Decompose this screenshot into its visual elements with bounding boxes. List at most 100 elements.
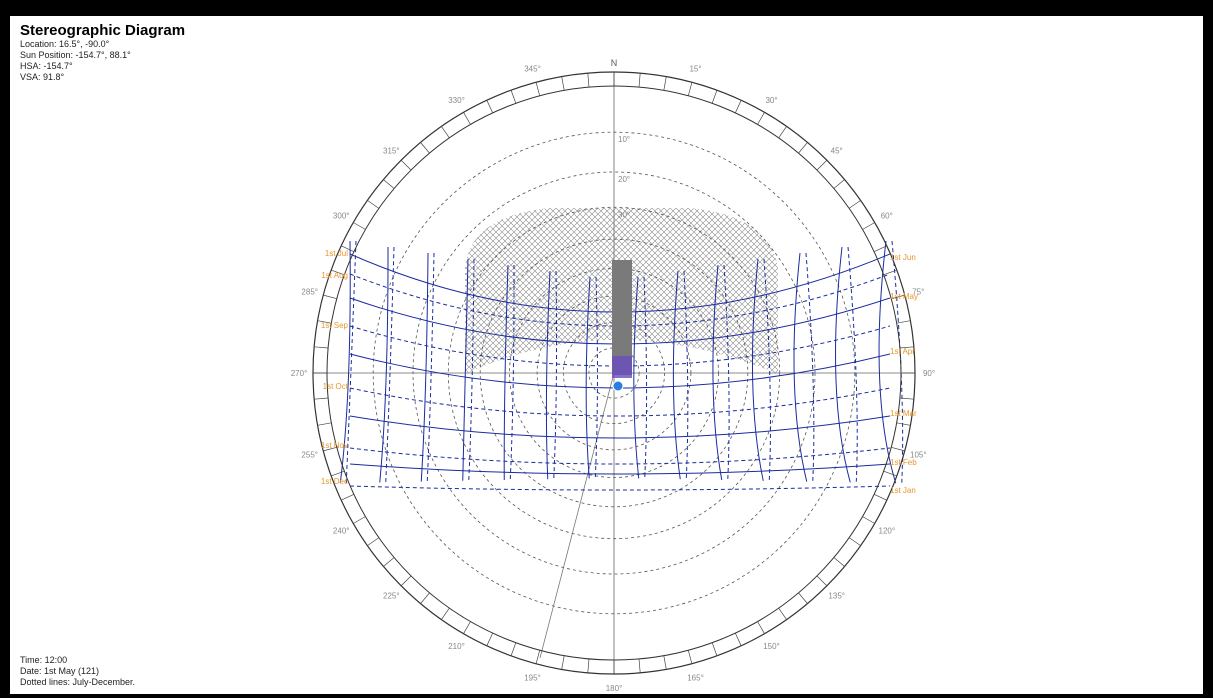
altitude-label: 10° [618, 135, 630, 144]
compass-tick [833, 179, 845, 189]
hour-line-dotted [468, 258, 475, 481]
compass-tick [899, 346, 914, 349]
hour-line [462, 258, 469, 481]
day-path-curve [349, 485, 891, 491]
date-label-right: 1st Feb [890, 458, 917, 467]
compass-tick [587, 73, 590, 88]
footer-panel: Time: 12:00 Date: 1st May (121) Dotted l… [20, 655, 135, 688]
date-text: Date: 1st May (121) [20, 666, 100, 676]
compass-tick [441, 607, 450, 620]
compass-tick [441, 126, 450, 139]
azimuth-label: 345° [524, 65, 541, 74]
hour-line [633, 276, 640, 479]
compass-tick [848, 537, 861, 546]
time-text: Time: 12:00 [20, 655, 68, 665]
compass-tick [587, 658, 590, 673]
hour-line [835, 246, 851, 483]
compass-tick [663, 655, 667, 670]
compass-tick [833, 557, 845, 567]
azimuth-label: 150° [763, 642, 780, 651]
compass-tick [711, 642, 718, 656]
azimuth-label: 75° [912, 288, 924, 297]
compass-tick [663, 76, 667, 91]
date-label-right: 1st Mar [890, 409, 917, 418]
north-label: N [611, 58, 618, 68]
sun-azimuth-line [539, 372, 615, 659]
compass-tick [778, 126, 787, 139]
date-label-left: 1st Oct [323, 382, 349, 391]
sun-marker [612, 380, 624, 392]
compass-tick [899, 397, 914, 400]
day-path-curve [349, 463, 891, 475]
hour-line [420, 252, 429, 482]
compass-tick [638, 658, 641, 673]
hour-line [878, 240, 897, 484]
azimuth-label: 240° [333, 527, 350, 536]
day-path-curve [349, 415, 891, 439]
compass-tick [463, 621, 471, 634]
compass-tick [323, 446, 337, 452]
diagram-title: Stereographic Diagram [20, 22, 186, 39]
compass-tick [798, 142, 808, 154]
obstruction-block [612, 260, 632, 392]
hsa-text: HSA: -154.7° [20, 61, 73, 71]
vsa-text: VSA: 91.8° [20, 72, 65, 82]
azimuth-label: 210° [448, 642, 465, 651]
hour-line-dotted [345, 240, 357, 484]
date-label-left: 1st Jul [325, 249, 348, 258]
compass-tick [883, 470, 897, 477]
compass-tick [331, 269, 345, 276]
hour-line [712, 264, 723, 481]
azimuth-label: 90° [923, 369, 935, 378]
obstruction-bar [612, 260, 632, 375]
compass-tick [317, 320, 332, 324]
day-path-curve [349, 447, 891, 465]
compass-tick [353, 516, 366, 524]
hour-line-dotted [553, 270, 558, 480]
date-labels: 1st Jul 1st Aug 1st Sep 1st Oct 1st Nov 1st D… [321, 249, 918, 495]
compass-tick [510, 90, 517, 104]
date-label-left: 1st Sep [321, 321, 349, 330]
compass-tick [561, 76, 565, 91]
azimuth-label: 300° [333, 212, 350, 221]
location-text: Location: 16.5°, -90.0° [20, 39, 110, 49]
compass-tick [862, 516, 875, 524]
compass-tick [848, 200, 861, 209]
compass-tick [420, 142, 430, 154]
hour-line [585, 276, 591, 479]
azimuth-label: 195° [524, 673, 541, 682]
date-label-right: 1st Jan [890, 486, 916, 495]
compass-tick [757, 621, 765, 634]
date-label-right: 1st Jun [890, 253, 916, 262]
sun-projection [612, 356, 632, 378]
compass-tick [778, 607, 787, 620]
compass-tick [757, 112, 765, 125]
hour-line [793, 252, 808, 482]
date-label-left: 1st Dec [321, 477, 348, 486]
day-path-curve [349, 387, 891, 417]
hour-line-dotted [594, 276, 598, 479]
compass-tick [510, 642, 517, 656]
hour-line-dotted [805, 252, 815, 482]
compass-tick [341, 245, 355, 253]
azimuth-label: 15° [689, 65, 701, 74]
azimuth-labels: N15°30°45°60°75°90°105°120°135°150°165°1… [291, 58, 935, 693]
date-label-left: 1st Nov [321, 441, 348, 450]
compass-tick [891, 446, 905, 452]
compass-tick [331, 470, 345, 477]
compass-tick [535, 650, 541, 664]
azimuth-label: 255° [301, 451, 318, 460]
compass-tick [896, 422, 911, 426]
hour-line-dotted [683, 270, 689, 480]
compass-tick [367, 200, 380, 209]
compass-tick [891, 294, 905, 300]
compass-tick [341, 493, 355, 501]
compass-tick [687, 650, 693, 664]
stereographic-diagram: 10° 20° 30° N 15° 30° 45° 60° 75° 90° 105° 120° 135… [291, 58, 935, 693]
azimuth-label: 285° [301, 288, 318, 297]
compass-tick [400, 159, 412, 171]
compass-tick [816, 159, 828, 171]
day-path-curve [349, 325, 891, 367]
compass-tick [638, 73, 641, 88]
diagram-frame: 10° 20° 30° N 15° 30° 45° 60° 75° 90° 105° 120° 135… [10, 16, 1203, 694]
